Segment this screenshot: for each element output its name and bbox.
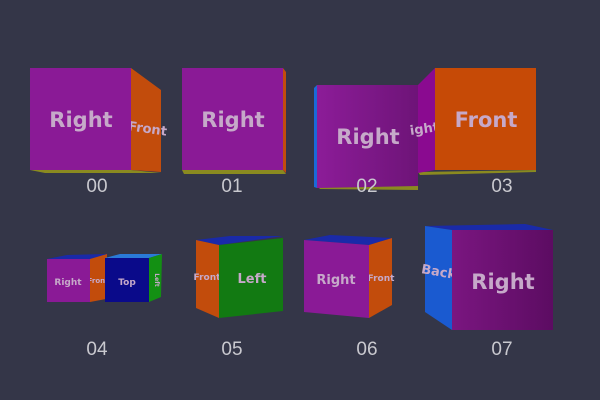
cube-caption: 05: [221, 339, 242, 360]
front-face-label: Right: [316, 273, 355, 288]
bottom-face: [30, 170, 161, 173]
side-face: [418, 68, 435, 173]
front-face-label: Right: [471, 270, 534, 294]
cube-03[interactable]: ight Front 03: [409, 68, 536, 197]
cube-caption: 03: [491, 176, 512, 197]
side-face: [196, 240, 219, 318]
bottom-face: [182, 170, 286, 174]
front-face-label: Right: [336, 125, 399, 149]
front-face-label: Right: [201, 108, 264, 132]
top-face-2: [105, 254, 162, 258]
cube-caption: 04: [86, 339, 108, 360]
front-face-2: [105, 258, 149, 302]
side-face-label: Front: [368, 274, 396, 284]
front-face: [435, 68, 536, 170]
front-face: [30, 68, 131, 170]
left-face: [314, 85, 317, 188]
side-face-label: Back: [420, 262, 457, 283]
front-face: [219, 238, 283, 318]
side-face-label: Front: [127, 119, 168, 139]
side-face-2-label: Left: [153, 273, 160, 287]
cube-02[interactable]: Right 02: [314, 85, 418, 197]
bottom-face: [418, 170, 536, 175]
front-face-label: Right: [54, 278, 82, 288]
front-face: [317, 85, 418, 188]
top-face: [196, 236, 283, 245]
cube-07[interactable]: Back Right 07: [420, 224, 553, 360]
side-face: [425, 226, 452, 330]
cube-01[interactable]: Right 01: [182, 68, 286, 197]
side-face: [369, 238, 392, 318]
cube-caption: 07: [491, 339, 512, 360]
front-face-2-label: Top: [118, 278, 136, 288]
cube-caption: 06: [356, 339, 377, 360]
front-face: [452, 230, 553, 330]
cube-05[interactable]: Front Left 05: [194, 236, 283, 360]
front-face-label: Right: [49, 108, 112, 132]
front-face-label: Left: [238, 272, 267, 287]
cube-caption: 02: [356, 176, 377, 197]
front-face: [182, 68, 283, 170]
cube-caption: 00: [86, 176, 107, 197]
front-face-label: Front: [455, 108, 518, 132]
cube-06[interactable]: Front Right 06: [304, 235, 395, 360]
top-face: [304, 235, 392, 245]
cube-04[interactable]: Front Right Left Top 04: [47, 254, 162, 360]
side-face: [90, 254, 107, 302]
side-face-label: Front: [194, 273, 222, 283]
side-face: [283, 68, 286, 173]
cube-caption: 01: [221, 176, 242, 197]
top-face: [425, 224, 553, 230]
front-face: [304, 240, 369, 318]
cube-00[interactable]: Front Right 00: [30, 68, 168, 197]
side-face-label: ight: [409, 120, 440, 139]
side-face-label: Front: [88, 277, 110, 285]
top-face: [47, 254, 107, 259]
side-face-2: [149, 254, 162, 302]
front-face: [47, 259, 90, 302]
side-face: [131, 68, 161, 172]
